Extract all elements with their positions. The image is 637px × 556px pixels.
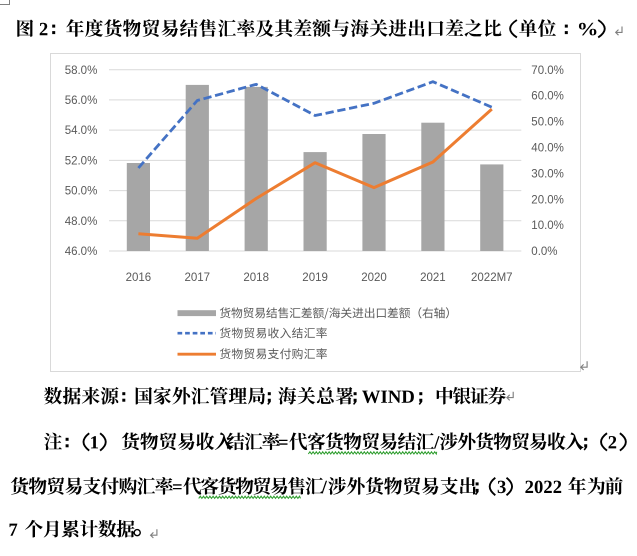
svg-text:2022M7: 2022M7 [471,272,513,284]
svg-text:48.0%: 48.0% [65,216,98,228]
svg-text:2017: 2017 [185,272,211,284]
svg-text:58.0%: 58.0% [65,65,98,77]
svg-text:30.0%: 30.0% [531,168,564,180]
svg-text:0.0%: 0.0% [531,246,557,258]
svg-text:46.0%: 46.0% [65,246,98,258]
svg-text:56.0%: 56.0% [65,95,98,107]
svg-text:54.0%: 54.0% [65,125,98,137]
svg-text:52.0%: 52.0% [65,156,98,168]
svg-text:50.0%: 50.0% [531,117,564,129]
svg-text:2016: 2016 [126,272,152,284]
svg-text:60.0%: 60.0% [531,91,564,103]
svg-text:40.0%: 40.0% [531,143,564,155]
svg-text:2020: 2020 [361,272,387,284]
svg-text:10.0%: 10.0% [531,220,564,232]
svg-text:2021: 2021 [420,272,446,284]
svg-text:2019: 2019 [302,272,328,284]
svg-text:70.0%: 70.0% [531,65,564,77]
svg-text:2018: 2018 [243,272,269,284]
svg-text:20.0%: 20.0% [531,194,564,206]
svg-text:50.0%: 50.0% [65,186,98,198]
